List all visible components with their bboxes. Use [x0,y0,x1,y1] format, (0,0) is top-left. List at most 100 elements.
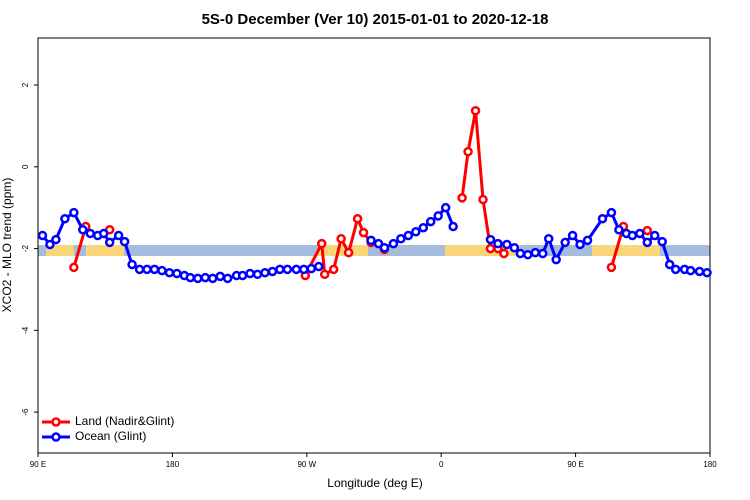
point [142,264,152,275]
point [614,225,624,235]
point [388,238,399,249]
point [433,211,443,221]
point [60,213,70,224]
point [537,248,548,259]
point [113,230,124,241]
point [343,247,354,258]
point [657,236,667,247]
point [172,268,182,279]
point [291,264,302,275]
point [237,270,248,281]
point [418,222,429,233]
point [560,237,570,248]
point [515,248,526,259]
y-tick-label: -4 [21,326,30,334]
point [403,230,414,241]
point [207,273,218,284]
point [509,242,520,253]
chart-title: 5S-0 December (Ver 10) 2015-01-01 to 202… [202,11,549,28]
point [597,213,608,224]
point [69,207,79,218]
y-tick-label: -2 [21,244,30,252]
point [582,235,593,246]
x-tick-label: 90 E [567,460,583,469]
point [98,228,109,239]
point [642,225,653,236]
point [78,225,88,235]
point [694,266,705,277]
point [134,264,145,275]
point [373,238,384,249]
point [37,230,48,241]
point [352,213,363,224]
point [448,221,458,232]
point [485,234,496,245]
point [336,234,346,244]
point [627,230,638,241]
point [328,264,339,275]
point [69,262,79,273]
point [306,263,317,274]
point [200,272,211,283]
point [664,259,675,270]
point [127,259,137,270]
point [260,267,270,278]
point [51,234,61,245]
point [282,264,293,275]
point [252,269,263,280]
x-tick-label: 90 W [297,460,316,469]
ocean-band [38,245,710,256]
point [485,243,496,254]
point [493,238,503,249]
point [606,262,617,273]
point [157,265,167,276]
point [642,237,653,248]
point [470,106,481,116]
point [222,273,233,284]
y-tick-label: 0 [21,164,30,169]
point [685,265,696,276]
legend-marker [51,417,61,427]
point [575,239,585,250]
point [463,146,473,157]
point [193,273,203,284]
point [85,228,96,239]
point [440,202,451,213]
point [267,266,278,277]
point [185,272,196,283]
legend-label: Ocean (Glint) [75,429,146,443]
point [543,234,554,244]
y-tick-label: 2 [21,82,30,87]
point [358,227,369,238]
land-band [318,245,368,256]
point [313,261,324,272]
point [649,230,660,241]
series-line [460,110,505,255]
land-band [445,245,520,256]
point [366,235,376,246]
y-tick-label: -6 [21,408,30,416]
point [45,239,55,250]
point [104,237,115,248]
point [551,254,561,265]
land-band [86,245,124,256]
legend: Land (Nadir&Glint)Ocean (Glint) [42,414,174,443]
point [119,236,130,247]
point [164,267,175,278]
x-axis-label: Longitude (deg E) [327,476,422,490]
point [499,248,509,259]
x-tick-label: 0 [439,460,444,469]
x-tick-label: 180 [166,460,180,469]
x-tick-label: 90 E [30,460,46,469]
point [425,216,436,227]
point [635,228,645,239]
y-axis-label: XCO2 - MLO trend (ppm) [0,178,14,313]
point [530,247,541,258]
legend-label: Land (Nadir&Glint) [75,414,174,428]
point [379,242,390,253]
point [149,264,160,275]
x-tick-label: 180 [703,460,717,469]
legend-marker [51,432,61,442]
point [319,269,330,280]
